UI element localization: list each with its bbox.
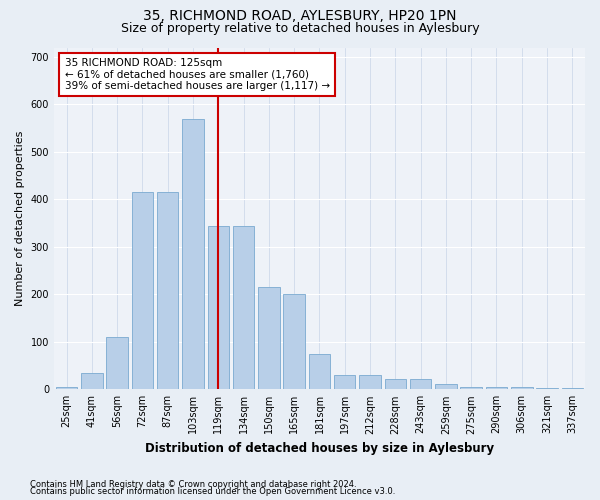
Text: 35, RICHMOND ROAD, AYLESBURY, HP20 1PN: 35, RICHMOND ROAD, AYLESBURY, HP20 1PN <box>143 9 457 23</box>
Bar <box>233 226 254 390</box>
Bar <box>359 375 381 390</box>
Bar <box>106 337 128 390</box>
Bar <box>309 354 330 390</box>
X-axis label: Distribution of detached houses by size in Aylesbury: Distribution of detached houses by size … <box>145 442 494 455</box>
Text: 35 RICHMOND ROAD: 125sqm
← 61% of detached houses are smaller (1,760)
39% of sem: 35 RICHMOND ROAD: 125sqm ← 61% of detach… <box>65 58 329 91</box>
Bar <box>131 192 153 390</box>
Bar <box>410 379 431 390</box>
Bar <box>157 192 178 390</box>
Bar <box>460 387 482 390</box>
Bar <box>486 387 507 390</box>
Bar <box>182 118 204 390</box>
Bar <box>385 379 406 390</box>
Text: Contains public sector information licensed under the Open Government Licence v3: Contains public sector information licen… <box>30 488 395 496</box>
Text: Contains HM Land Registry data © Crown copyright and database right 2024.: Contains HM Land Registry data © Crown c… <box>30 480 356 489</box>
Bar <box>258 287 280 390</box>
Bar <box>562 388 583 390</box>
Bar <box>81 372 103 390</box>
Bar <box>435 384 457 390</box>
Bar <box>283 294 305 390</box>
Bar <box>334 375 355 390</box>
Bar <box>536 388 558 390</box>
Bar <box>56 387 77 390</box>
Bar <box>208 226 229 390</box>
Text: Size of property relative to detached houses in Aylesbury: Size of property relative to detached ho… <box>121 22 479 35</box>
Y-axis label: Number of detached properties: Number of detached properties <box>15 130 25 306</box>
Bar <box>511 387 533 390</box>
